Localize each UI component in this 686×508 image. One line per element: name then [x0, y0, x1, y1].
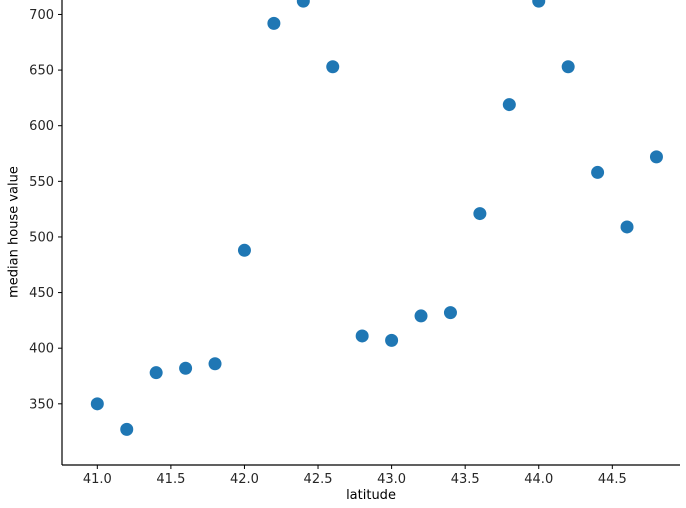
data-point [532, 0, 546, 8]
x-tick-label: 41.5 [156, 472, 185, 487]
y-tick-label: 650 [29, 64, 54, 79]
data-point [649, 150, 663, 164]
data-point [90, 397, 104, 411]
y-tick-label: 500 [29, 230, 54, 245]
y-tick-label: 400 [29, 342, 54, 357]
x-tick-label: 43.0 [377, 472, 406, 487]
data-point [473, 207, 487, 221]
x-axis-label: latitude [346, 488, 396, 503]
data-point [237, 243, 251, 257]
y-tick-label: 450 [29, 286, 54, 301]
x-tick-label: 44.0 [524, 472, 553, 487]
y-tick-label: 600 [29, 119, 54, 134]
x-tick-label: 42.0 [230, 472, 259, 487]
data-point [620, 220, 634, 234]
data-point [443, 306, 457, 320]
y-tick-label: 550 [29, 175, 54, 190]
x-tick-label: 42.5 [304, 472, 333, 487]
data-point [355, 329, 369, 343]
data-point [502, 98, 516, 112]
y-axis-label: median house value [6, 166, 22, 298]
data-point [591, 165, 605, 179]
data-point [296, 0, 310, 8]
data-point [414, 309, 428, 323]
x-tick-label: 41.0 [83, 472, 112, 487]
data-point [326, 60, 340, 74]
data-point [120, 422, 134, 436]
data-point [267, 16, 281, 30]
data-point [385, 333, 399, 347]
y-tick-label: 700 [29, 8, 54, 23]
x-tick-label: 44.5 [598, 472, 627, 487]
x-tick-label: 43.5 [451, 472, 480, 487]
data-point [149, 366, 163, 380]
data-point [179, 361, 193, 375]
data-point [561, 60, 575, 74]
y-tick-label: 350 [29, 397, 54, 412]
data-point [208, 357, 222, 371]
